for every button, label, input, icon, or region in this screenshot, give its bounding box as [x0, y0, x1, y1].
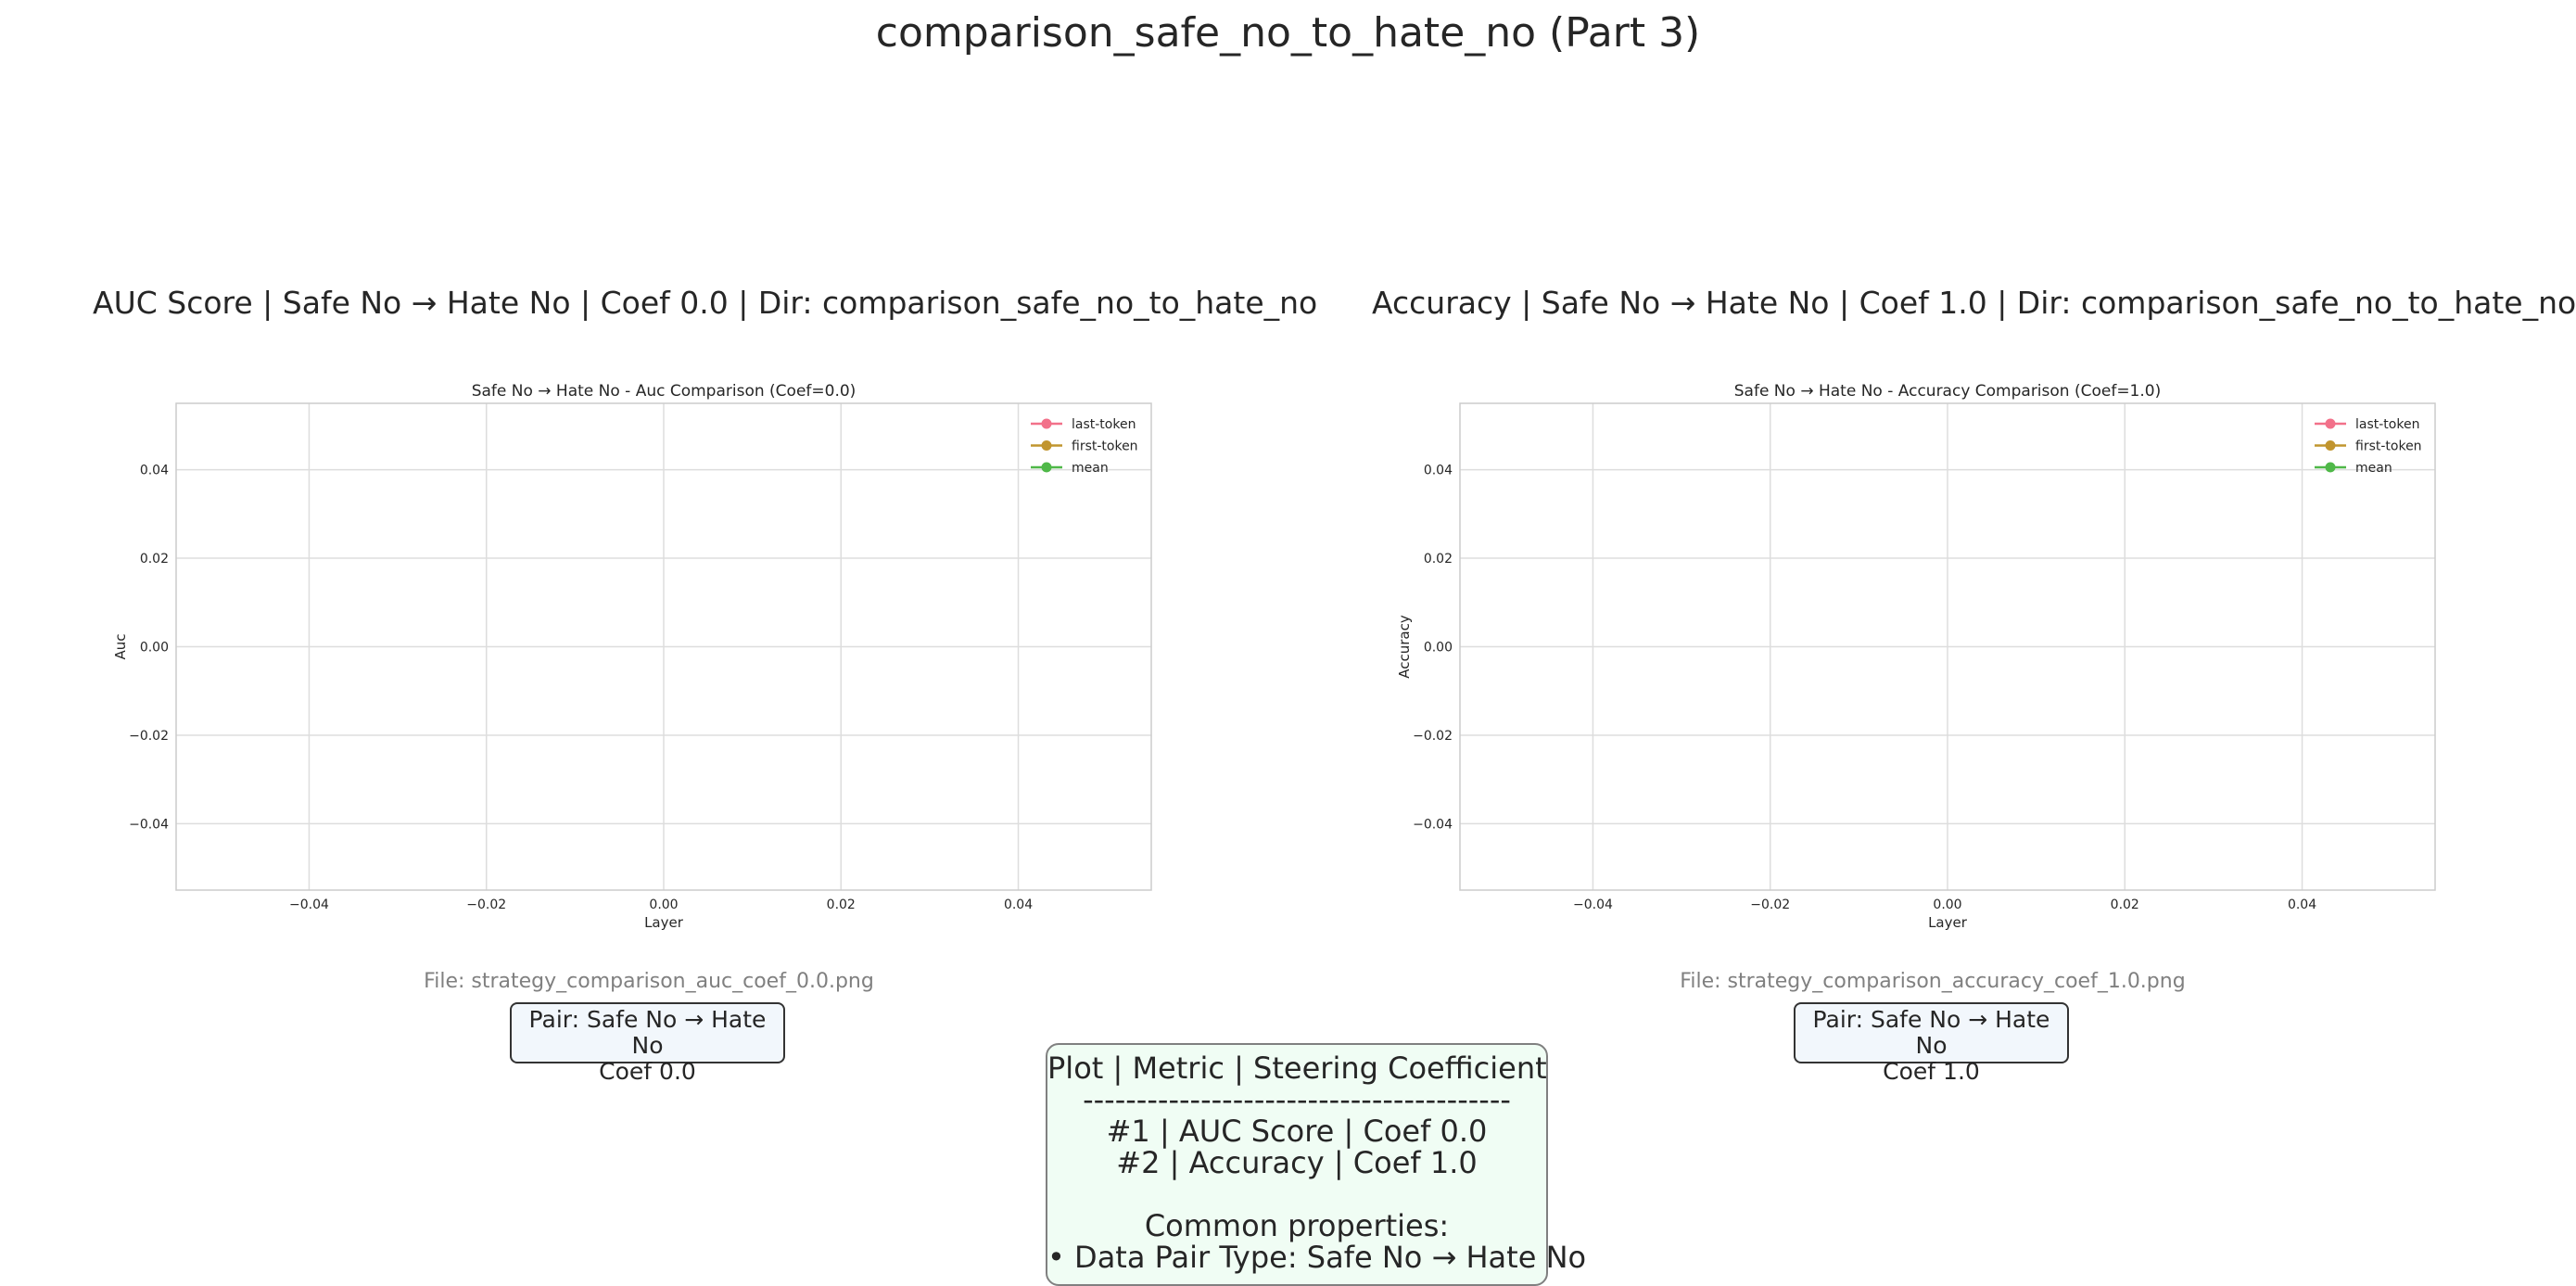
- legend-label: first-token: [2355, 439, 2422, 454]
- x-axis-label: Layer: [644, 914, 684, 931]
- plot-frame: [1459, 402, 2436, 891]
- pair-line-accuracy: Pair: Safe No → Hate No: [1812, 1006, 2050, 1059]
- y-tick-label: 0.00: [1424, 641, 1453, 656]
- coef-line-accuracy: Coef 1.0: [1883, 1058, 1980, 1085]
- y-tick-label: 0.02: [140, 552, 169, 567]
- y-tick-label: 0.04: [140, 464, 169, 478]
- x-tick-label: −0.04: [289, 898, 329, 912]
- x-tick-label: −0.02: [466, 898, 506, 912]
- legend-label: mean: [2355, 461, 2392, 476]
- x-tick-label: −0.04: [1573, 898, 1613, 912]
- x-axis-label: Layer: [1928, 914, 1968, 931]
- legend-item: last-token: [1031, 417, 1136, 432]
- legend-item: first-token: [1031, 439, 1138, 454]
- summary-spacer: [1047, 1178, 1546, 1210]
- summary-row-1: #1 | AUC Score | Coef 0.0: [1106, 1114, 1488, 1149]
- chart-title: Safe No → Hate No - Auc Comparison (Coef…: [472, 382, 857, 401]
- x-tick-label: 0.02: [827, 898, 856, 912]
- auc-chart: Safe No → Hate No - Auc Comparison (Coef…: [112, 382, 1152, 931]
- y-tick-label: 0.02: [1424, 552, 1453, 567]
- pair-line-auc: Pair: Safe No → Hate No: [528, 1006, 767, 1059]
- coef-line-auc: Coef 0.0: [599, 1058, 696, 1085]
- legend-marker: [2325, 462, 2336, 473]
- x-tick-label: 0.04: [2288, 898, 2316, 912]
- pair-box-accuracy: Pair: Safe No → Hate No Coef 1.0: [1794, 1002, 2069, 1085]
- y-tick-label: 0.04: [1424, 464, 1453, 478]
- chart-title: Safe No → Hate No - Accuracy Comparison …: [1734, 382, 2161, 401]
- legend-item: mean: [1031, 461, 1109, 476]
- y-tick-label: −0.04: [1413, 817, 1453, 832]
- legend-marker: [1041, 462, 1052, 473]
- legend-item: last-token: [2315, 417, 2419, 432]
- legend-item: first-token: [2315, 439, 2422, 454]
- file-note-auc: File: strategy_comparison_auc_coef_0.0.p…: [424, 970, 874, 993]
- summary-row-2: #2 | Accuracy | Coef 1.0: [1116, 1145, 1478, 1180]
- x-tick-label: 0.00: [649, 898, 678, 912]
- pair-box-auc: Pair: Safe No → Hate No Coef 0.0: [510, 1002, 785, 1085]
- summary-header: Plot | Metric | Steering Coefficient: [1047, 1050, 1547, 1086]
- x-tick-label: 0.04: [1004, 898, 1033, 912]
- summary-common-item: • Data Pair Type: Safe No → Hate No: [1047, 1240, 1587, 1275]
- file-note-accuracy: File: strategy_comparison_accuracy_coef_…: [1680, 970, 2186, 993]
- x-tick-label: 0.02: [2111, 898, 2139, 912]
- y-tick-label: −0.02: [129, 729, 169, 744]
- summary-box: Plot | Metric | Steering Coefficient ---…: [1046, 1043, 1587, 1286]
- legend-label: mean: [1072, 461, 1109, 476]
- panel-title-accuracy: Accuracy | Safe No → Hate No | Coef 1.0 …: [1372, 285, 2576, 321]
- y-tick-label: 0.00: [140, 641, 169, 656]
- summary-separator: ----------------------------------------: [1083, 1082, 1511, 1117]
- y-tick-label: −0.02: [1413, 729, 1453, 744]
- x-tick-label: −0.02: [1750, 898, 1790, 912]
- y-axis-label: Accuracy: [1396, 615, 1413, 679]
- legend-item: mean: [2315, 461, 2392, 476]
- panel-title-auc: AUC Score | Safe No → Hate No | Coef 0.0…: [93, 285, 1318, 321]
- summary-common-label: Common properties:: [1144, 1208, 1450, 1243]
- legend-marker: [1041, 440, 1052, 451]
- legend-marker: [2325, 440, 2336, 451]
- accuracy-chart: Safe No → Hate No - Accuracy Comparison …: [1396, 382, 2436, 931]
- legend-marker: [1041, 418, 1052, 429]
- y-tick-label: −0.04: [129, 817, 169, 832]
- legend-label: first-token: [1072, 439, 1138, 454]
- x-tick-label: 0.00: [1933, 898, 1961, 912]
- legend-label: last-token: [1072, 417, 1136, 432]
- figure-title: comparison_safe_no_to_hate_no (Part 3): [875, 9, 1701, 57]
- plot-frame: [175, 402, 1152, 891]
- legend-marker: [2325, 418, 2336, 429]
- y-axis-label: Auc: [112, 633, 129, 659]
- legend-label: last-token: [2355, 417, 2419, 432]
